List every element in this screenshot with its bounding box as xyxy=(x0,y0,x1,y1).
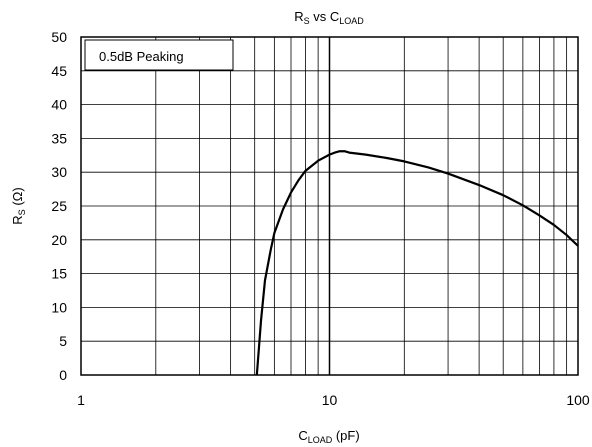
y-axis-label: RS (Ω) xyxy=(10,187,27,224)
y-tick-label: 50 xyxy=(51,29,67,45)
chart-title: RS vs CLOAD xyxy=(294,9,364,26)
title-r: R xyxy=(294,9,303,24)
title-c-sub: LOAD xyxy=(339,16,364,26)
x-tick-label: 100 xyxy=(566,392,590,408)
y-axis-ticks: 0 5 10 15 20 25 30 35 40 45 50 xyxy=(51,29,67,383)
ylabel-sub: S xyxy=(17,209,27,215)
xlabel-c: C xyxy=(298,428,307,443)
x-tick-label: 1 xyxy=(77,392,85,408)
title: RS vs CLOAD xyxy=(294,9,364,26)
annotation-label: 0.5dB Peaking xyxy=(99,49,184,64)
y-tick-label: 30 xyxy=(51,164,67,180)
annotation-box: 0.5dB Peaking xyxy=(84,39,234,71)
x-tick-label: 10 xyxy=(322,392,338,408)
y-tick-label: 15 xyxy=(51,266,67,282)
series-line xyxy=(255,150,579,376)
ylabel-r: R xyxy=(10,215,25,224)
y-tick-label: 20 xyxy=(51,232,67,248)
xlabel-sub: LOAD xyxy=(308,435,333,445)
grid xyxy=(81,37,578,375)
plot-area-border xyxy=(80,36,579,376)
y-tick-label: 40 xyxy=(51,97,67,113)
y-tick-label: 5 xyxy=(59,333,67,349)
ylabel-units: (Ω) xyxy=(10,187,25,209)
y-tick-label: 25 xyxy=(51,198,67,214)
xlabel-units: (pF) xyxy=(332,428,359,443)
y-tick-label: 10 xyxy=(51,299,67,315)
y-tick-label: 45 xyxy=(51,63,67,79)
title-r-sub: S xyxy=(304,16,310,26)
x-axis-ticks: 1 10 100 xyxy=(77,392,590,408)
y-tick-label: 35 xyxy=(51,130,67,146)
title-vs: vs C xyxy=(310,9,340,24)
x-axis-label: CLOAD (pF) xyxy=(298,428,359,445)
annotation-background xyxy=(84,39,234,71)
y-tick-label: 0 xyxy=(59,367,67,383)
